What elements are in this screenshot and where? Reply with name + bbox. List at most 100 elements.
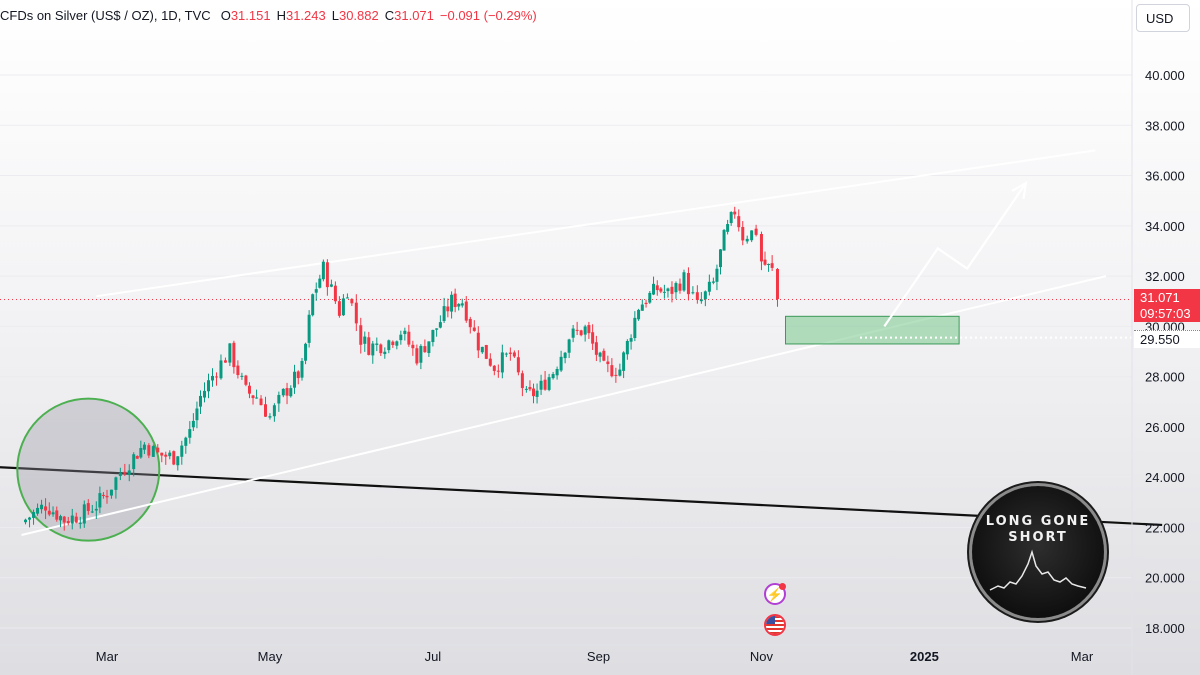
candle-body — [101, 494, 105, 496]
candle-body — [90, 511, 94, 513]
projection-path — [883, 182, 1027, 327]
symbol-title[interactable]: CFDs on Silver (US$ / OZ), 1D, TVC — [0, 8, 211, 23]
x-tick-label: Jul — [425, 649, 442, 664]
candle-body — [722, 230, 726, 251]
candle-body — [311, 294, 315, 316]
candle-body — [399, 334, 403, 341]
candle-body — [492, 365, 496, 371]
candle-body — [512, 352, 516, 357]
us-flag-icon[interactable] — [764, 614, 786, 636]
logo-text-line1: LONG GONE — [985, 514, 1091, 529]
candle-body — [583, 326, 587, 335]
candle-body — [289, 388, 293, 397]
candle-body — [329, 284, 333, 287]
candle-body — [51, 512, 55, 515]
candle-body — [191, 420, 195, 428]
candle-body — [438, 322, 442, 328]
y-tick-label: 38.000 — [1145, 118, 1185, 133]
candle-body — [44, 506, 48, 511]
candle-body — [644, 302, 648, 305]
candle-body — [655, 285, 659, 291]
y-tick-label: 40.000 — [1145, 68, 1185, 83]
candle-body — [614, 374, 618, 376]
candle-body — [754, 228, 758, 235]
candle-body — [318, 278, 322, 288]
y-tick-label: 22.000 — [1145, 520, 1185, 535]
candle-body — [307, 314, 311, 343]
candle-body — [244, 375, 248, 385]
candle-body — [528, 387, 532, 390]
candle-body — [232, 342, 236, 368]
candle-body — [726, 224, 730, 232]
candle-body — [82, 504, 86, 524]
candle-body — [759, 234, 763, 262]
candle-body — [703, 291, 707, 300]
accumulation-circle — [16, 397, 161, 542]
candle-body — [219, 360, 223, 379]
black-support-line — [0, 466, 1163, 527]
currency-button[interactable]: USD — [1136, 4, 1190, 32]
candle-body — [251, 395, 255, 399]
candle-body — [139, 448, 143, 458]
annotations — [883, 181, 1028, 327]
candle-body — [559, 356, 563, 371]
candle-body — [770, 263, 774, 268]
open-value: 31.151 — [230, 8, 271, 23]
candle-body — [442, 306, 446, 321]
candle-body — [66, 521, 70, 524]
candle-body — [321, 261, 325, 280]
candle-body — [195, 408, 199, 421]
candle-body — [215, 376, 219, 378]
candle-body — [367, 337, 371, 355]
high-label: H — [276, 8, 286, 23]
candle-body — [571, 328, 575, 338]
candle-body — [423, 346, 427, 353]
lightning-icon[interactable]: ⚡ — [764, 583, 786, 605]
candle-body — [532, 388, 536, 397]
candle-body — [563, 352, 567, 359]
x-tick-label: Nov — [750, 649, 774, 664]
candle-body — [168, 452, 172, 457]
y-tick-label: 26.000 — [1145, 420, 1185, 435]
candle-body — [277, 394, 281, 404]
candle-body — [547, 377, 551, 390]
candle-body — [737, 216, 741, 228]
candle-body — [127, 470, 131, 476]
candle-body — [476, 332, 480, 351]
candle-body — [670, 286, 674, 294]
level-price-label: 29.550 — [1134, 330, 1200, 348]
candle-body — [575, 329, 579, 331]
projection-arrowhead — [1011, 181, 1028, 200]
candle-body — [333, 285, 337, 302]
candle-body — [763, 259, 767, 265]
candle-body — [450, 294, 454, 312]
candle-body — [164, 454, 168, 457]
candle-body — [750, 230, 754, 241]
candle-body — [40, 504, 44, 510]
candle-body — [625, 340, 629, 355]
candle-body — [74, 516, 78, 523]
candle-body — [415, 348, 419, 364]
candle-body — [28, 517, 32, 520]
x-tick-label: 2025 — [910, 649, 939, 664]
candle-body — [567, 339, 571, 353]
open-label: O — [220, 8, 231, 23]
candle-body — [640, 304, 644, 311]
current-price-label: 31.071 — [1134, 289, 1200, 307]
candle-body — [633, 317, 637, 339]
candle-body — [715, 268, 719, 282]
candle-body — [247, 385, 251, 394]
candle-body — [184, 437, 188, 446]
candle-body — [86, 503, 90, 511]
y-tick-label: 34.000 — [1145, 219, 1185, 234]
candle-body — [598, 352, 602, 357]
candle-body — [480, 346, 484, 353]
candle-body — [695, 292, 699, 300]
candle-body — [524, 388, 528, 390]
candle-body — [699, 299, 703, 302]
x-tick-label: Mar — [1071, 649, 1094, 664]
candle-body — [105, 495, 109, 498]
candle-body — [403, 330, 407, 335]
y-tick-label: 32.000 — [1145, 269, 1185, 284]
